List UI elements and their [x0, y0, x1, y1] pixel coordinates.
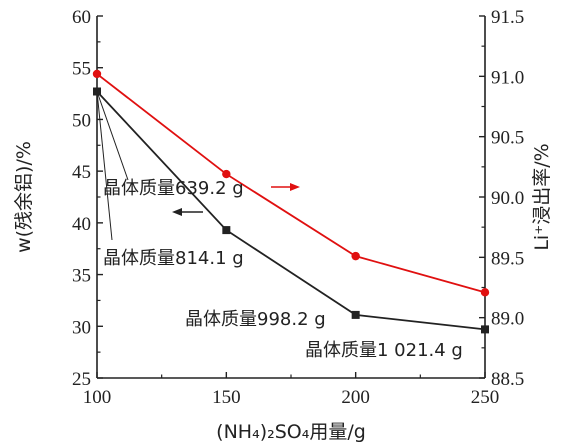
- y-right-tick-label: 88.5: [491, 369, 524, 390]
- y-right-axis-title: Li⁺浸出率/%: [531, 143, 553, 250]
- series-li-leaching-line: [96, 73, 486, 294]
- annotation-leader-line: [96, 91, 129, 181]
- y-right-tick-label: 90.0: [491, 188, 524, 209]
- annotation-crystal-mass: 晶体质量814.1 g: [103, 248, 244, 269]
- y-left-tick-label: 60: [72, 7, 91, 28]
- annotation-crystal-mass: 晶体质量639.2 g: [103, 178, 244, 199]
- y-right-tick-label: 90.5: [491, 128, 524, 149]
- series-residual-al-line: [96, 90, 486, 331]
- series-li-leaching-point: [92, 69, 102, 79]
- series-li-leaching-point: [351, 251, 360, 261]
- series-li-leaching-point: [480, 288, 490, 297]
- annotation-crystal-mass: 晶体质量998.2 g: [185, 309, 326, 330]
- y-left-tick-label: 25: [72, 369, 91, 390]
- annotation-crystal-mass: 晶体质量1 021.4 g: [305, 340, 463, 361]
- y-right-tick-label: 89.0: [491, 309, 524, 330]
- y-left-tick-label: 55: [72, 59, 91, 80]
- series-residual-al-point: [222, 226, 231, 235]
- x-tick-label: 100: [83, 387, 112, 408]
- y-right-tick-label: 91.5: [491, 7, 524, 28]
- y-left-tick-label: 40: [72, 214, 91, 235]
- y-right-tick-label: 89.5: [491, 248, 524, 269]
- y-left-tick-label: 35: [72, 266, 91, 287]
- y-right-tick-label: 91.0: [491, 67, 524, 88]
- y-left-axis-title: w(残余铝)/%: [13, 141, 35, 253]
- y-left-tick-label: 30: [72, 317, 91, 338]
- right-axis-arrow-head: [290, 183, 300, 191]
- left-axis-arrow-head: [172, 208, 182, 216]
- annotation-leader-line: [96, 91, 113, 241]
- y-left-tick-label: 45: [72, 162, 91, 183]
- x-tick-label: 250: [471, 387, 500, 408]
- series-li-leaching-point: [222, 169, 231, 179]
- x-axis-title: (NH₄)₂SO₄用量/g: [216, 421, 366, 443]
- series-residual-al-point: [481, 325, 489, 334]
- x-tick-label: 200: [341, 387, 370, 408]
- x-tick-label: 150: [212, 387, 241, 408]
- series-residual-al-point: [351, 310, 360, 319]
- y-left-tick-label: 50: [72, 110, 91, 131]
